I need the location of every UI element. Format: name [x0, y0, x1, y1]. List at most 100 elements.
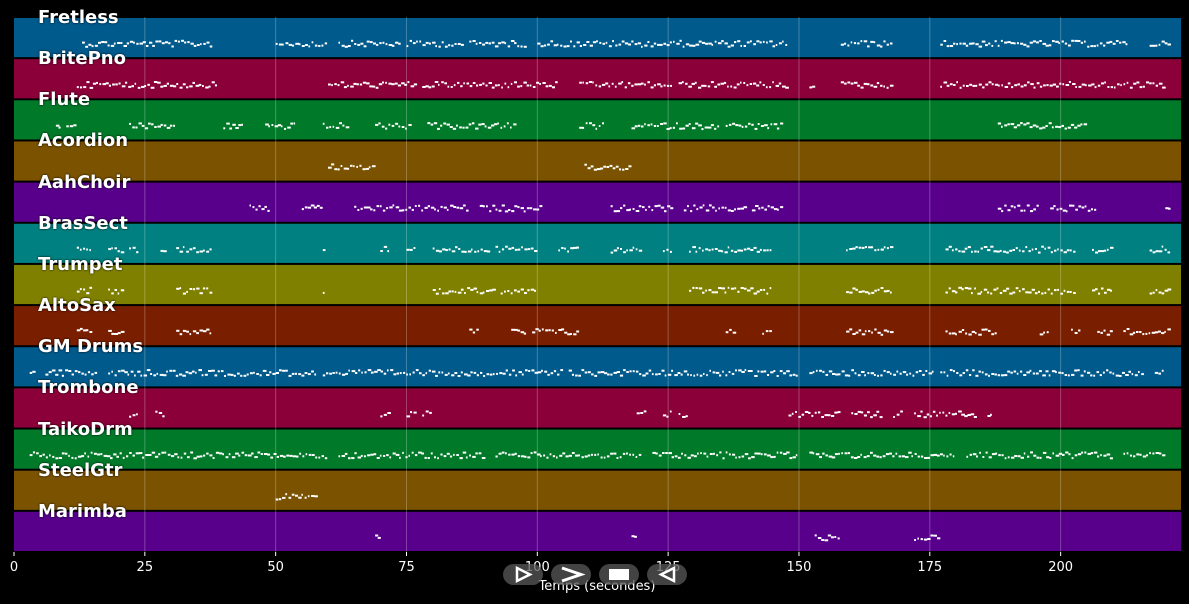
note [1074, 332, 1078, 334]
note [624, 42, 629, 45]
note [383, 413, 387, 416]
note [1138, 371, 1140, 373]
note [994, 40, 997, 43]
note [430, 452, 433, 455]
note [501, 248, 505, 251]
note [669, 127, 672, 130]
stop-button[interactable] [599, 564, 639, 585]
note [629, 249, 633, 252]
note [549, 453, 552, 456]
note [229, 127, 232, 130]
note [232, 123, 236, 126]
note [162, 374, 167, 377]
note [329, 126, 332, 129]
play-button[interactable] [503, 564, 543, 585]
note [834, 536, 837, 538]
note [176, 83, 179, 85]
note [435, 292, 439, 295]
note [511, 210, 515, 213]
note [161, 451, 165, 454]
note [961, 413, 965, 416]
note [946, 45, 950, 48]
note [1167, 43, 1171, 46]
note [940, 43, 943, 46]
note [698, 86, 702, 89]
note [1010, 371, 1013, 374]
note [849, 291, 853, 294]
note [129, 247, 131, 250]
note [1136, 331, 1139, 333]
note [741, 371, 745, 373]
note [821, 539, 825, 541]
note [443, 206, 447, 209]
note [603, 456, 606, 459]
note [691, 82, 695, 85]
note [141, 85, 145, 88]
note [831, 415, 835, 417]
note [182, 374, 186, 377]
forward-button[interactable] [551, 564, 591, 585]
note [1043, 84, 1046, 87]
note [405, 127, 407, 130]
note [241, 123, 243, 126]
note [1051, 370, 1056, 373]
note [550, 372, 554, 375]
note [530, 247, 534, 250]
note [927, 538, 931, 540]
note [406, 45, 409, 48]
note [495, 245, 499, 248]
note [883, 329, 888, 332]
note [867, 411, 870, 414]
note [741, 455, 745, 458]
note [592, 41, 597, 44]
note [1096, 44, 1099, 47]
note [542, 82, 546, 84]
note [721, 40, 724, 43]
note [653, 84, 656, 87]
note [634, 43, 638, 46]
note [157, 81, 161, 84]
note [154, 126, 157, 128]
note [898, 455, 902, 458]
note [350, 85, 354, 88]
note [929, 415, 932, 418]
note [741, 125, 744, 128]
note [677, 456, 681, 459]
note [858, 246, 862, 249]
note [148, 454, 152, 456]
note [883, 246, 886, 249]
note [113, 453, 117, 456]
note [953, 84, 956, 86]
note [373, 453, 377, 456]
note [545, 85, 549, 88]
note [215, 451, 220, 454]
note [965, 44, 969, 47]
note [307, 495, 310, 498]
note [657, 204, 661, 207]
note [669, 410, 672, 413]
note [1072, 204, 1075, 207]
note [51, 369, 56, 372]
note [548, 84, 552, 87]
note [465, 456, 468, 459]
note [88, 43, 92, 46]
note [698, 247, 701, 250]
note [690, 374, 692, 377]
note [978, 83, 982, 86]
note [388, 82, 392, 85]
note [1077, 453, 1082, 456]
note [560, 369, 564, 372]
note [1014, 455, 1018, 457]
note [727, 286, 730, 289]
note [828, 455, 833, 458]
back-button[interactable] [647, 564, 687, 585]
note [1004, 86, 1009, 88]
track-label: Flute [38, 89, 91, 111]
note [385, 127, 388, 130]
note [738, 369, 742, 372]
note [288, 374, 292, 377]
note [1025, 246, 1028, 249]
note [766, 41, 768, 44]
note [783, 452, 787, 455]
tick-label: 25 [136, 560, 154, 575]
